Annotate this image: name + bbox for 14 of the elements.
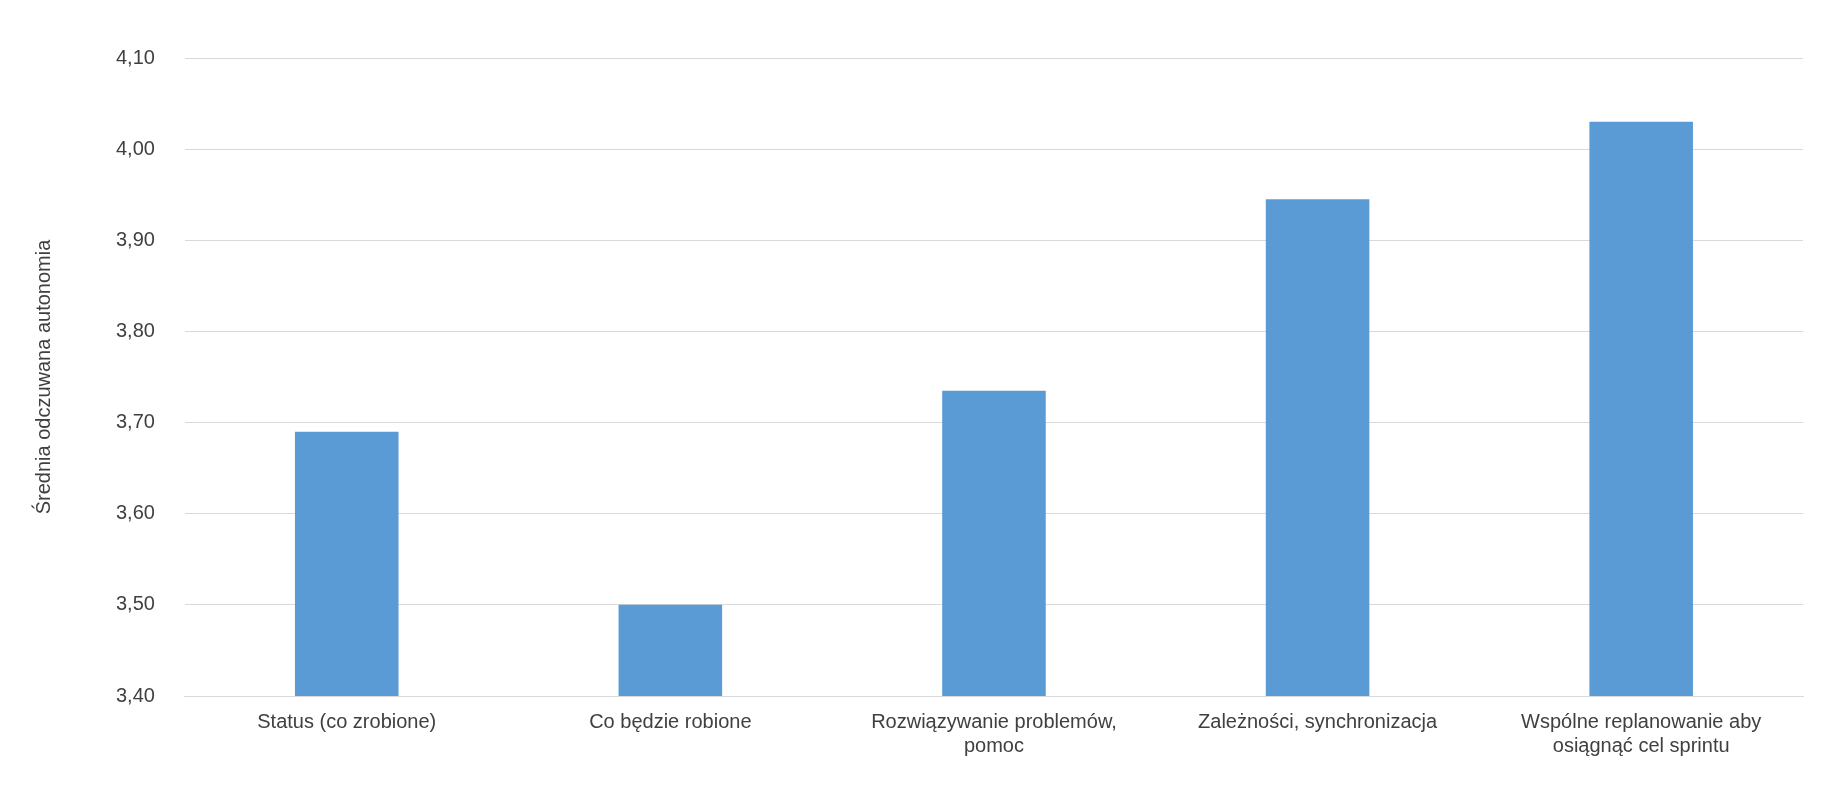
x-tick-label: Status (co zrobione) bbox=[257, 709, 437, 732]
y-tick-label: 3,70 bbox=[115, 410, 155, 433]
y-tick-label: 4,10 bbox=[115, 45, 155, 68]
y-tick-label: 3,60 bbox=[115, 501, 155, 524]
y-tick-label: 3,90 bbox=[115, 227, 155, 250]
y-tick-label: 3,80 bbox=[115, 318, 155, 341]
x-tick-label: Wspólne replanowanie aby osiągnąć cel sprintu bbox=[1521, 709, 1762, 756]
x-tick-label: Zależności, synchronizacja bbox=[1198, 709, 1438, 732]
y-tick-label: 4,00 bbox=[115, 136, 155, 159]
x-tick-label: Rozwiązywanie problemów, pomoc bbox=[871, 709, 1117, 756]
y-tick-label: 3,40 bbox=[115, 683, 155, 706]
y-tick-label: 3,50 bbox=[115, 592, 155, 615]
y-axis-title: Średnia odczuwana autonomia bbox=[30, 238, 54, 515]
x-tick-label: Co będzie robione bbox=[589, 709, 752, 732]
